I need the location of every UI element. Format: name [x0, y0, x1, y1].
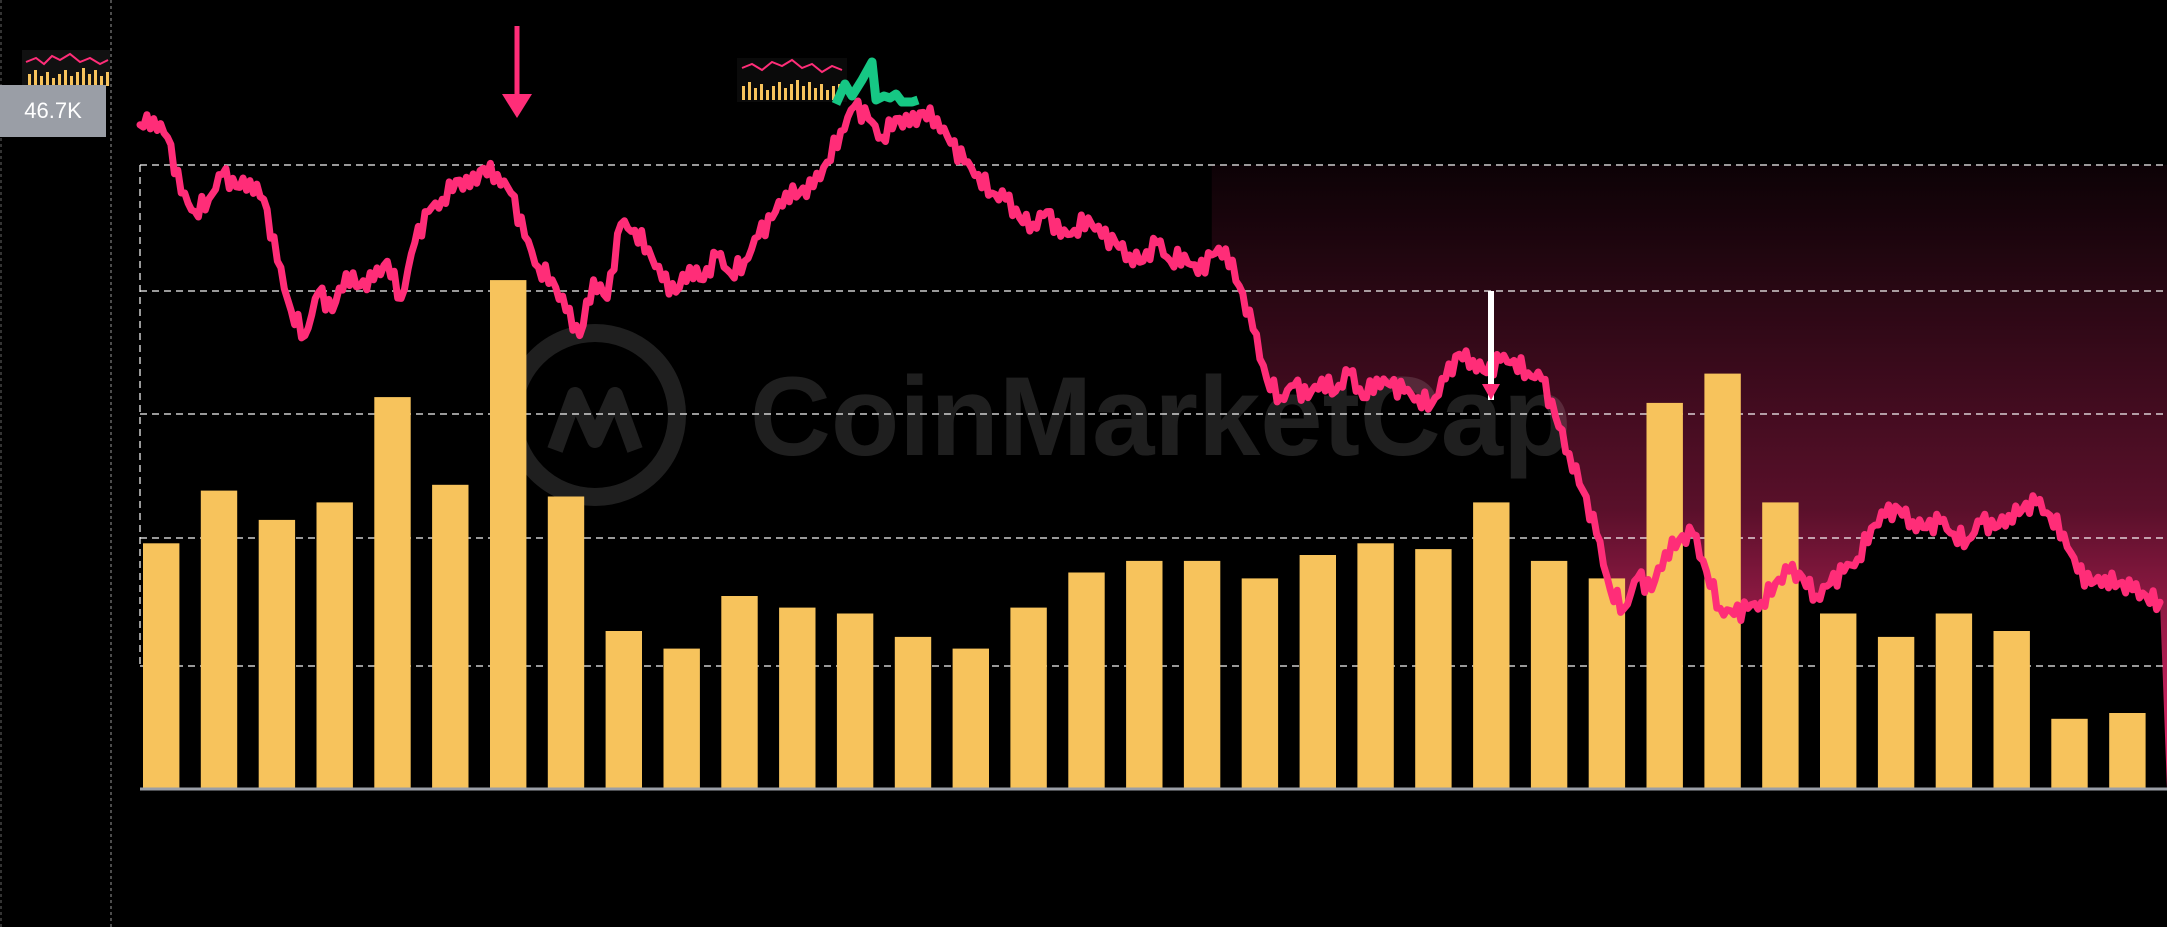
- watermark-text: CoinMarketCap: [750, 354, 1571, 479]
- volume-bar: [1068, 572, 1105, 789]
- volume-bar: [1299, 555, 1336, 789]
- coinmarketcap-watermark: CoinMarketCap: [504, 324, 1571, 506]
- volume-bar: [894, 636, 932, 789]
- volume-bar: [1010, 607, 1047, 789]
- volume-bar: [2051, 718, 2088, 789]
- down-arrow-marker: [502, 26, 532, 118]
- volume-bar: [605, 631, 642, 789]
- volume-bar: [490, 280, 527, 789]
- volume-bar: [1241, 578, 1279, 789]
- price-badge: 46.7K: [0, 85, 106, 137]
- volume-bar: [1935, 613, 1973, 789]
- volume-bar: [2109, 713, 2146, 789]
- volume-bar: [1183, 560, 1221, 790]
- volume-bar: [1646, 402, 1683, 789]
- volume-bar: [1762, 502, 1799, 789]
- volume-bar: [1415, 549, 1452, 789]
- volume-bar: [779, 607, 816, 789]
- volume-bar: [316, 502, 353, 789]
- volume-bar: [1820, 613, 1857, 789]
- volume-bar: [143, 543, 180, 789]
- volume-bar: [374, 397, 411, 789]
- volume-bar: [547, 496, 585, 789]
- volume-bar: [836, 613, 874, 789]
- mini-chart-thumbnail-left: [22, 50, 110, 86]
- volume-bar: [258, 519, 296, 789]
- volume-bar: [1126, 560, 1163, 790]
- volume-bar: [432, 484, 469, 789]
- volume-bar: [1530, 560, 1568, 790]
- mini-chart-thumbnail-center: [737, 58, 847, 102]
- volume-bar: [721, 596, 758, 790]
- price-line-up-segment: [831, 57, 920, 107]
- volume-bar: [1993, 631, 2030, 789]
- price-line: [136, 97, 2164, 624]
- volume-bars: [143, 280, 2146, 790]
- volume-bar: [952, 648, 989, 789]
- volume-bar: [663, 648, 700, 789]
- volume-bar: [1357, 543, 1394, 789]
- volume-bar: [1877, 636, 1915, 789]
- volume-bar: [200, 490, 238, 789]
- vertical-marker: [1482, 291, 1500, 400]
- price-glow-area: [1211, 165, 2167, 789]
- volume-bar: [1473, 502, 1510, 789]
